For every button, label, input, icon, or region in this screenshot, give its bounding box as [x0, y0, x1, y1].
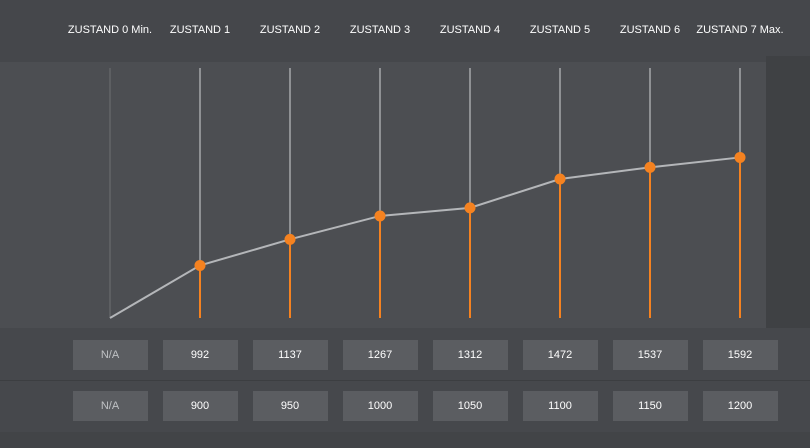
state-header-6: ZUSTAND 6 — [619, 24, 681, 36]
measured-value-4[interactable]: 1312 — [432, 340, 508, 370]
chart-area — [0, 62, 770, 328]
state-header-7: ZUSTAND 7 Max. — [696, 24, 784, 36]
target-value-6[interactable]: 1150 — [612, 391, 688, 421]
data-point-7 — [734, 151, 746, 163]
measured-value-7[interactable]: 1592 — [702, 340, 778, 370]
target-value-3[interactable]: 1000 — [342, 391, 418, 421]
measured-value-3[interactable]: 1267 — [342, 340, 418, 370]
measured-value-0[interactable]: N/A — [72, 340, 148, 370]
target-value-7[interactable]: 1200 — [702, 391, 778, 421]
row-divider — [0, 380, 810, 381]
measured-value-6[interactable]: 1537 — [612, 340, 688, 370]
state-header-5: ZUSTAND 5 — [529, 24, 591, 36]
target-values-row: N/A 900 950 1000 1050 1100 1150 1200 — [0, 391, 810, 421]
target-value-4[interactable]: 1050 — [432, 391, 508, 421]
target-value-2[interactable]: 950 — [252, 391, 328, 421]
measured-value-2[interactable]: 1137 — [252, 340, 328, 370]
state-header-3: ZUSTAND 3 — [349, 24, 411, 36]
series-line — [109, 156, 741, 319]
state-header-4: ZUSTAND 4 — [439, 24, 501, 36]
state-header-2: ZUSTAND 2 — [259, 24, 321, 36]
state-header-0: ZUSTAND 0 Min. — [67, 24, 153, 36]
data-point-5 — [554, 173, 566, 185]
data-point-6 — [644, 161, 656, 173]
data-point-4 — [464, 202, 476, 214]
data-point-1 — [194, 259, 206, 271]
data-point-3 — [374, 210, 386, 222]
target-value-1[interactable]: 900 — [162, 391, 238, 421]
measured-values-row: N/A 992 1137 1267 1312 1472 1537 1592 — [0, 340, 810, 370]
header-band — [0, 0, 810, 62]
measured-value-5[interactable]: 1472 — [522, 340, 598, 370]
target-value-0[interactable]: N/A — [72, 391, 148, 421]
state-headers: ZUSTAND 0 Min. ZUSTAND 1 ZUSTAND 2 ZUSTA… — [0, 24, 810, 40]
data-point-2 — [284, 233, 296, 245]
state-header-1: ZUSTAND 1 — [169, 24, 231, 36]
footer-band — [0, 432, 810, 448]
right-panel — [766, 56, 810, 328]
measured-value-1[interactable]: 992 — [162, 340, 238, 370]
target-value-5[interactable]: 1100 — [522, 391, 598, 421]
